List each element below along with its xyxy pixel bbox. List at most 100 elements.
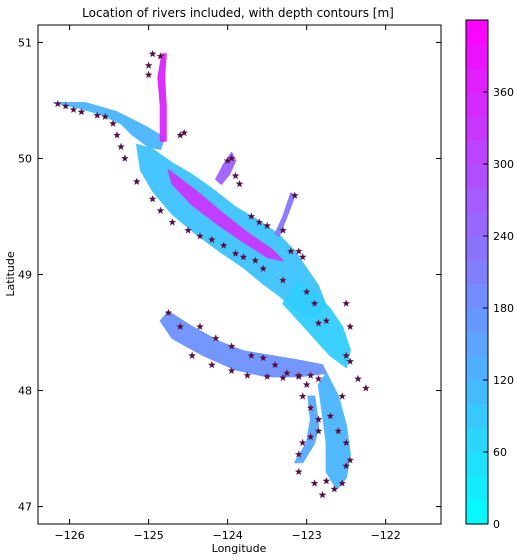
river-marker xyxy=(346,322,355,331)
colorbar-tick-label: 360 xyxy=(493,86,514,99)
river-marker xyxy=(314,374,323,383)
river-marker xyxy=(132,177,141,186)
river-marker xyxy=(354,374,363,383)
colorbar-band xyxy=(466,332,488,357)
river-marker xyxy=(247,212,256,220)
river-marker xyxy=(101,112,110,121)
river-marker xyxy=(227,154,236,162)
river-marker xyxy=(294,372,303,380)
river-marker xyxy=(239,252,248,261)
colorbar-band xyxy=(466,20,488,45)
river-marker xyxy=(326,411,335,420)
river-marker xyxy=(259,353,268,362)
river-marker xyxy=(298,252,307,261)
river-marker xyxy=(342,351,351,360)
river-marker xyxy=(322,476,331,485)
y-tick-label: 51 xyxy=(18,36,32,49)
river-marker xyxy=(361,384,370,392)
colorbar-frame xyxy=(465,19,489,525)
river-marker xyxy=(310,299,319,307)
colorbar-band xyxy=(466,188,488,213)
depth-region-5 xyxy=(282,279,351,369)
river-marker xyxy=(164,308,173,317)
river-marker xyxy=(346,357,355,365)
river-marker xyxy=(342,299,351,307)
river-marker xyxy=(263,372,272,380)
river-marker xyxy=(219,241,228,249)
colorbar-band xyxy=(466,212,488,237)
colorbar-tick-label: 300 xyxy=(493,158,514,171)
x-axis-ticks: −126 −125 −124 −123 −122 xyxy=(54,25,401,542)
depth-region-3 xyxy=(167,169,284,262)
river-marker xyxy=(227,342,236,350)
river-marker xyxy=(330,485,339,493)
river-marker xyxy=(271,360,280,369)
river-marker xyxy=(93,111,102,119)
colorbar-band xyxy=(466,284,488,309)
colorbar-band xyxy=(466,260,488,285)
y-axis-label: Latitude xyxy=(4,251,17,297)
y-axis-ticks: 47 48 49 50 51 xyxy=(18,36,441,514)
x-axis-label: Longitude xyxy=(212,542,267,555)
colorbar-band xyxy=(466,164,488,189)
chart-title: Location of rivers included, with depth … xyxy=(82,6,394,20)
river-marker xyxy=(116,142,125,151)
river-marker xyxy=(247,351,256,360)
river-marker xyxy=(251,256,260,264)
river-marker xyxy=(286,247,295,255)
river-marker xyxy=(306,371,315,379)
river-marker xyxy=(290,191,299,199)
colorbar-tick-label: 120 xyxy=(493,374,514,387)
river-marker xyxy=(184,226,193,234)
colorbar-band xyxy=(466,116,488,141)
colorbar-band xyxy=(466,308,488,333)
colorbar-band xyxy=(466,476,488,501)
river-marker xyxy=(342,461,351,470)
depth-contour-layer xyxy=(53,53,351,490)
river-marker xyxy=(227,366,236,375)
colorbar-tick-label: 240 xyxy=(493,230,514,243)
river-marker xyxy=(306,432,315,441)
colorbar-band xyxy=(466,404,488,429)
river-marker xyxy=(156,206,165,215)
river-marker xyxy=(294,247,303,255)
river-marker xyxy=(278,276,287,284)
river-marker xyxy=(282,368,291,377)
x-tick-label: −124 xyxy=(213,529,243,542)
y-tick-label: 48 xyxy=(18,385,32,398)
colorbar-tick-label: 60 xyxy=(493,446,507,459)
river-marker xyxy=(302,380,311,389)
depth-region-6 xyxy=(317,372,351,490)
x-tick-label: −125 xyxy=(134,529,164,542)
river-marker xyxy=(298,438,307,447)
river-marker xyxy=(69,105,78,114)
river-marker xyxy=(77,107,86,116)
river-marker xyxy=(302,287,311,296)
river-marker xyxy=(278,226,287,234)
river-marker xyxy=(176,322,185,331)
river-marker xyxy=(310,479,319,487)
y-tick-label: 50 xyxy=(18,152,32,165)
colorbar: 0 60 120 180 240 300 360 xyxy=(465,19,514,531)
river-marker xyxy=(113,131,121,139)
river-marker xyxy=(314,319,323,327)
river-marker xyxy=(263,221,272,230)
river-marker xyxy=(255,218,264,226)
river-marker xyxy=(120,154,129,162)
colorbar-band xyxy=(466,92,488,117)
river-marker-layer xyxy=(53,49,370,499)
river-marker xyxy=(211,334,220,342)
river-marker xyxy=(144,70,153,79)
river-marker xyxy=(207,360,216,369)
colorbar-band xyxy=(466,500,488,525)
river-marker xyxy=(294,450,303,458)
colorbar-band xyxy=(466,236,488,261)
river-marker xyxy=(196,322,204,331)
river-marker xyxy=(53,99,62,108)
colorbar-band xyxy=(466,44,488,69)
colorbar-band xyxy=(466,68,488,93)
river-marker xyxy=(294,467,303,476)
river-marker xyxy=(322,316,331,325)
river-marker xyxy=(306,403,315,412)
